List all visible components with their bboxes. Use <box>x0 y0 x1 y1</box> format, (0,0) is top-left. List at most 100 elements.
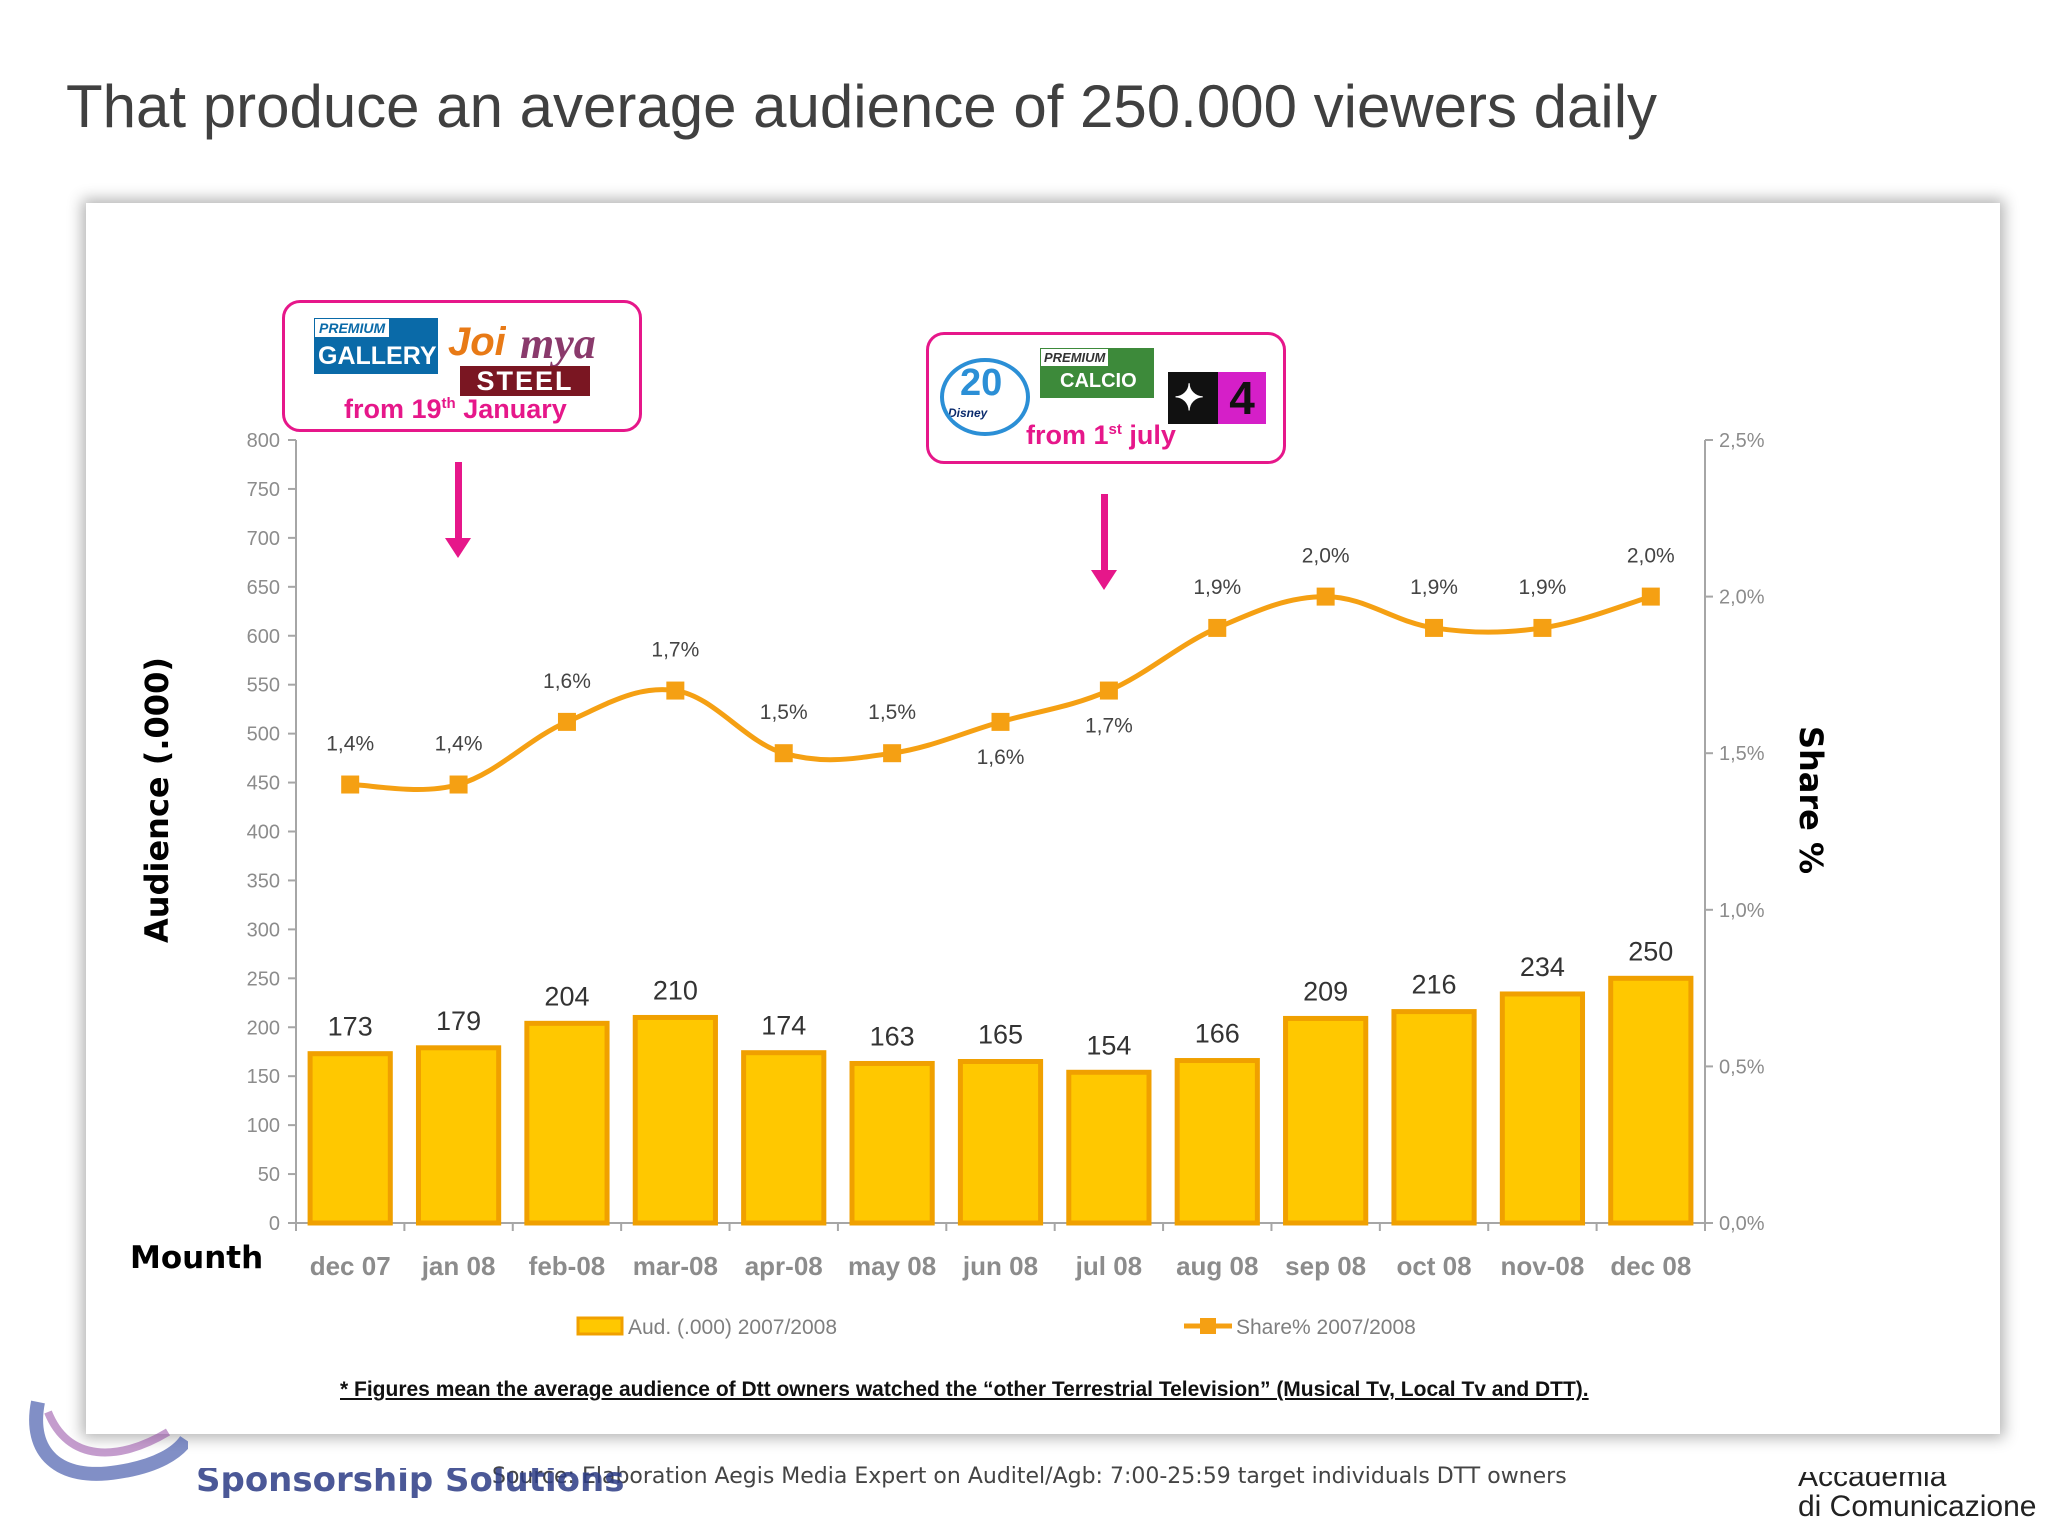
y-tick-label: 600 <box>247 626 280 648</box>
bar-value-label: 154 <box>1086 1030 1131 1060</box>
line-point <box>991 712 1010 731</box>
source-note: Source: Elaboration Aegis Media Expert o… <box>492 1464 1567 1489</box>
line-value-label: 2,0% <box>1627 545 1675 568</box>
line-point <box>341 775 360 794</box>
line-point <box>557 712 576 731</box>
bar-value-label: 163 <box>870 1021 915 1051</box>
x-category-label: jun 08 <box>962 1251 1038 1281</box>
premium-gallery-logo: PREMIUM GALLERY <box>314 318 438 374</box>
company-logo-icon <box>28 1392 188 1492</box>
bar-value-label: 250 <box>1628 936 1673 966</box>
line-value-label: 1,6% <box>977 746 1025 769</box>
line-point <box>1316 587 1335 606</box>
line-value-label: 1,9% <box>1518 576 1566 599</box>
line-point <box>774 744 793 763</box>
y-tick-label: 450 <box>247 773 280 795</box>
bar <box>415 1045 502 1226</box>
bar <box>307 1051 393 1226</box>
legend-swatch-bar <box>576 1316 624 1336</box>
x-category-label: may 08 <box>848 1251 936 1281</box>
mya-logo: mya <box>520 319 596 368</box>
y2-tick-label: 0,5% <box>1719 1056 1765 1078</box>
y2-tick-label: 2,0% <box>1719 587 1765 609</box>
academy-logo-line2: di Comunicazione <box>1798 1490 2037 1523</box>
y-tick-label: 100 <box>247 1115 280 1137</box>
y-axis-title: Audience (.000) <box>138 657 176 943</box>
company-logo-text: Sponsorship Solutions <box>196 1460 625 1500</box>
line-point <box>1533 618 1552 637</box>
y-tick-label: 350 <box>247 870 280 892</box>
bar <box>1066 1069 1152 1226</box>
y-tick-label: 0 <box>269 1213 280 1235</box>
x-category-label: dec 08 <box>1610 1251 1691 1281</box>
bar-value-label: 166 <box>1195 1019 1240 1049</box>
x-category-label: jan 08 <box>421 1251 496 1281</box>
bar-value-label: 179 <box>436 1006 481 1036</box>
bar <box>524 1020 610 1226</box>
callout-label-july: from 1st july <box>1026 420 1176 450</box>
y2-tick-label: 1,0% <box>1719 900 1765 922</box>
arrow-down-icon <box>445 462 471 558</box>
callout-label-january: from 19th January <box>344 394 567 424</box>
bar <box>1174 1058 1260 1226</box>
x-category-label: mar-08 <box>633 1251 718 1281</box>
y-tick-label: 400 <box>247 822 280 844</box>
legend-label-line: Share% 2007/2008 <box>1236 1316 1416 1339</box>
line-value-label: 1,7% <box>1085 715 1133 738</box>
line-value-label: 1,4% <box>326 733 374 756</box>
steel-logo: STEEL <box>460 366 590 396</box>
bar <box>741 1050 827 1226</box>
y-tick-label: 550 <box>247 675 280 697</box>
x-category-label: jul 08 <box>1075 1251 1142 1281</box>
bar-value-label: 204 <box>544 981 589 1011</box>
y-tick-label: 700 <box>247 528 280 550</box>
line-point <box>1425 618 1444 637</box>
y2-tick-label: 0,0% <box>1719 1213 1765 1235</box>
line-value-label: 1,9% <box>1193 576 1241 599</box>
bar <box>957 1059 1044 1226</box>
y-tick-label: 150 <box>247 1066 280 1088</box>
bar-value-label: 234 <box>1520 952 1565 982</box>
joi-logo: Joi <box>448 320 506 364</box>
legend-label-bar: Aud. (.000) 2007/2008 <box>628 1316 837 1339</box>
bar-value-label: 174 <box>761 1011 806 1041</box>
line-value-label: 1,7% <box>651 639 699 662</box>
y-tick-label: 650 <box>247 577 280 599</box>
y-tick-label: 500 <box>247 724 280 746</box>
line-value-label: 1,6% <box>543 670 591 693</box>
x-category-label: nov-08 <box>1501 1251 1585 1281</box>
y2-axis-title: Share % <box>1792 726 1830 874</box>
channel-4-logo: ✦ 4 <box>1168 372 1266 424</box>
premium-calcio-logo: PREMIUM CALCIO <box>1040 348 1154 398</box>
disney-channel-logo: 20 Disney <box>940 358 1030 436</box>
y-tick-label: 50 <box>258 1164 280 1186</box>
line-point <box>883 744 902 763</box>
x-category-label: sep 08 <box>1285 1251 1366 1281</box>
bar <box>1391 1009 1477 1226</box>
bar <box>849 1060 935 1226</box>
bar <box>1283 1015 1369 1226</box>
line-value-label: 1,5% <box>760 701 808 724</box>
y-tick-label: 250 <box>247 968 280 990</box>
x-category-label: apr-08 <box>745 1251 823 1281</box>
footnote: * Figures mean the average audience of D… <box>340 1378 1589 1401</box>
y-tick-label: 800 <box>247 430 280 452</box>
line-point <box>1208 618 1227 637</box>
y-tick-label: 300 <box>247 919 280 941</box>
x-category-label: feb-08 <box>529 1251 606 1281</box>
bar <box>632 1014 718 1226</box>
line-point <box>1099 681 1118 700</box>
bar-value-label: 165 <box>978 1020 1023 1050</box>
academy-logo-line1: Accademia <box>1798 1460 1947 1493</box>
page-title: That produce an average audience of 250.… <box>66 73 1658 140</box>
bar-value-label: 210 <box>653 975 698 1005</box>
bar-value-label: 173 <box>328 1012 373 1042</box>
bar-value-label: 209 <box>1303 976 1348 1006</box>
legend-swatch-marker <box>1200 1318 1216 1334</box>
arrow-down-icon <box>1091 494 1117 590</box>
x-category-label: aug 08 <box>1176 1251 1258 1281</box>
line-point <box>449 775 468 794</box>
y2-tick-label: 2,5% <box>1719 430 1765 452</box>
y-tick-label: 750 <box>247 479 280 501</box>
